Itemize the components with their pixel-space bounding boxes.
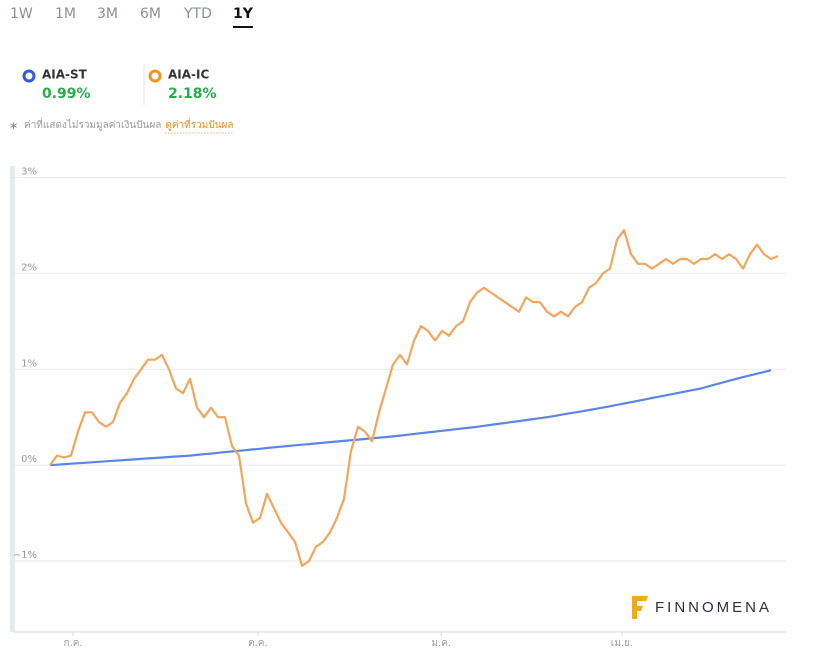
y-tick-label: −1% — [13, 550, 37, 561]
logo-icon — [632, 596, 648, 619]
legend-icon — [22, 69, 36, 83]
legend-icon — [148, 69, 162, 83]
period-tab[interactable]: 1W — [10, 6, 33, 22]
series-line — [49, 369, 772, 467]
y-tick-label: 2% — [21, 262, 37, 273]
scroll-bar — [10, 166, 15, 632]
x-tick-label: เม.ย. — [611, 638, 633, 649]
legend-change: 0.99% — [42, 86, 91, 102]
y-tick-label: 0% — [21, 454, 37, 465]
legend-name: AIA-IC — [168, 68, 209, 82]
y-tick-label: 3% — [21, 167, 37, 178]
note-text: ค่าที่แสดงไม่รวมมูลค่าเงินปันผล — [24, 117, 161, 131]
brand: FINNOMENA — [655, 599, 772, 616]
period-tab[interactable]: 1Y — [233, 6, 254, 22]
legend-name: AIA-ST — [42, 68, 88, 82]
period-tab[interactable]: 1M — [55, 6, 76, 22]
y-tick-label: 1% — [21, 358, 37, 369]
brand-logo — [632, 596, 648, 619]
legend-change: 2.18% — [168, 86, 217, 102]
series-line — [49, 229, 779, 567]
x-tick-label: ก.ค. — [64, 638, 83, 649]
note-link[interactable]: ดูค่าที่รวมปันผล — [165, 117, 233, 131]
x-tick-label: ต.ค. — [248, 638, 268, 649]
note-mark: ∗ — [9, 119, 18, 132]
x-tick-label: ม.ค. — [431, 638, 451, 649]
period-tab[interactable]: 3M — [97, 6, 118, 22]
period-tab[interactable]: 6M — [140, 6, 161, 22]
period-tab[interactable]: YTD — [183, 6, 212, 22]
